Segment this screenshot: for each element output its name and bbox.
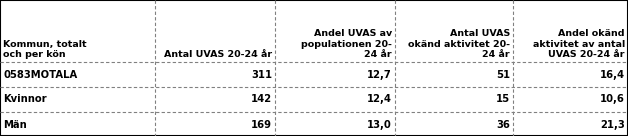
Text: 169: 169 — [251, 120, 272, 129]
Text: Antal UVAS 20-24 år: Antal UVAS 20-24 år — [164, 50, 272, 59]
Text: Antal UVAS
okänd aktivitet 20-
24 år: Antal UVAS okänd aktivitet 20- 24 år — [408, 29, 510, 59]
Text: 21,3: 21,3 — [600, 120, 625, 129]
Text: Andel okänd
aktivitet av antal
UVAS 20-24 år: Andel okänd aktivitet av antal UVAS 20-2… — [533, 29, 625, 59]
Text: 12,7: 12,7 — [367, 69, 392, 80]
Text: 142: 142 — [251, 95, 272, 104]
Text: Andel UVAS av
populationen 20-
24 år: Andel UVAS av populationen 20- 24 år — [301, 29, 392, 59]
Text: 15: 15 — [496, 95, 510, 104]
Text: Kommun, totalt
och per kön: Kommun, totalt och per kön — [3, 40, 87, 59]
Text: 12,4: 12,4 — [367, 95, 392, 104]
Text: 10,6: 10,6 — [600, 95, 625, 104]
Text: Kvinnor: Kvinnor — [3, 95, 46, 104]
Text: 36: 36 — [496, 120, 510, 129]
Text: 51: 51 — [496, 69, 510, 80]
Text: Män: Män — [3, 120, 27, 129]
Text: 0583MOTALA: 0583MOTALA — [3, 69, 77, 80]
Text: 311: 311 — [251, 69, 272, 80]
Text: 13,0: 13,0 — [367, 120, 392, 129]
Text: 16,4: 16,4 — [600, 69, 625, 80]
